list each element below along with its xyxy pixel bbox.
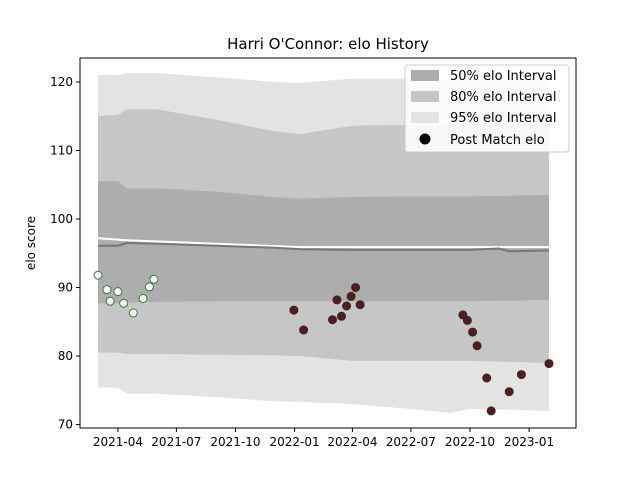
post-match-point xyxy=(93,270,103,280)
legend-label-post-match: Post Match elo xyxy=(450,133,545,148)
legend-label-95: 95% elo Interval xyxy=(450,111,557,126)
y-tick-label: 70 xyxy=(58,418,73,432)
post-match-point xyxy=(102,285,112,295)
mean-elo-line xyxy=(98,241,550,253)
post-match-point xyxy=(332,295,342,305)
plot-frame xyxy=(79,57,577,429)
post-match-points xyxy=(93,270,554,416)
post-match-point xyxy=(351,283,361,292)
post-match-point xyxy=(516,370,526,380)
elo-lines xyxy=(97,237,550,253)
legend-swatch-80 xyxy=(411,91,439,102)
post-match-point xyxy=(486,406,496,416)
chart-title: Harri O'Connor: elo History xyxy=(227,35,429,53)
post-match-point xyxy=(128,308,138,318)
interval-bands xyxy=(98,73,549,413)
post-match-point xyxy=(346,291,356,301)
y-tick-label: 90 xyxy=(58,281,73,295)
x-axis: 2021-04 2021-07 2021-10 2022-01 2022-04 2022-… xyxy=(93,428,554,449)
post-match-point xyxy=(355,300,365,310)
legend: 50% elo Interval 80% elo Interval 95% el… xyxy=(404,64,570,153)
post-match-point xyxy=(299,325,309,335)
x-tick-label: 2021-07 xyxy=(151,435,201,449)
post-match-point xyxy=(144,282,154,292)
legend-label-50: 50% elo Interval xyxy=(450,69,557,84)
post-match-point xyxy=(337,311,346,321)
x-tick-label: 2023-01 xyxy=(504,435,554,449)
y-tick-label: 80 xyxy=(58,349,73,363)
legend-label-80: 80% elo Interval xyxy=(450,90,557,105)
x-tick-label: 2022-07 xyxy=(386,435,436,449)
post-match-point xyxy=(544,359,554,369)
legend-swatch-95 xyxy=(411,112,439,123)
x-tick-label: 2021-10 xyxy=(210,435,260,449)
post-match-point xyxy=(138,294,148,303)
post-match-point xyxy=(342,301,352,311)
post-match-point xyxy=(119,298,129,308)
post-match-point xyxy=(462,315,472,325)
x-tick-label: 2022-04 xyxy=(327,435,377,449)
post-match-point xyxy=(472,341,482,351)
post-match-point xyxy=(468,327,478,337)
y-axis: 70 80 90 100 110 120 xyxy=(50,75,80,432)
band-50 xyxy=(98,181,549,304)
post-match-point xyxy=(289,305,299,315)
post-match-point xyxy=(113,287,123,297)
legend-marker-post-match xyxy=(419,133,431,145)
post-match-point xyxy=(149,274,159,284)
y-tick-label: 120 xyxy=(50,75,73,89)
x-tick-label: 2022-10 xyxy=(445,435,495,449)
y-axis-label: elo score xyxy=(24,216,38,270)
post-match-point xyxy=(504,387,514,397)
post-match-point xyxy=(482,373,492,383)
legend-box xyxy=(404,64,570,153)
x-tick-label: 2022-01 xyxy=(270,435,320,449)
post-match-point xyxy=(105,296,115,306)
post-match-point xyxy=(328,315,337,325)
y-tick-label: 110 xyxy=(50,144,73,158)
y-tick-label: 100 xyxy=(50,212,73,226)
upper-elo-line xyxy=(97,237,549,249)
legend-swatch-50 xyxy=(411,70,439,81)
x-tick-label: 2021-04 xyxy=(93,435,143,449)
